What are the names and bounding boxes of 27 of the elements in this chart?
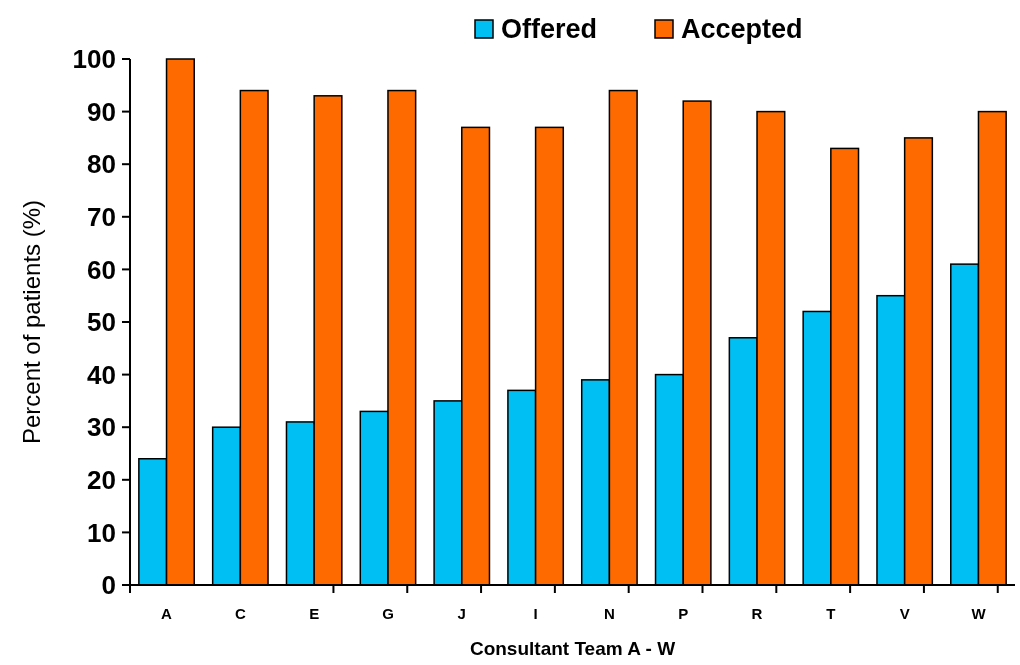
y-tick-label: 40 xyxy=(87,359,116,390)
x-tick-label: V xyxy=(899,605,910,622)
x-tick-label: E xyxy=(309,605,320,622)
x-tick-label: I xyxy=(533,605,538,622)
y-tick-label: 0 xyxy=(101,570,116,601)
x-tick-label: G xyxy=(382,605,394,622)
x-axis-title: Consultant Team A - W xyxy=(469,638,676,659)
y-tick-label: 100 xyxy=(72,44,116,75)
x-tick-label: J xyxy=(457,605,466,622)
y-tick-label: 50 xyxy=(87,307,116,338)
legend-label: Accepted xyxy=(681,13,803,44)
y-tick-label: 90 xyxy=(87,96,116,127)
x-tick-label: P xyxy=(678,605,689,622)
y-axis-title: Percent of patients (%) xyxy=(18,199,45,445)
x-tick-label: T xyxy=(826,605,836,622)
x-tick-label: A xyxy=(161,605,173,622)
x-tick-label: R xyxy=(751,605,763,622)
legend-label: Offered xyxy=(501,13,598,44)
y-tick-label: 10 xyxy=(87,517,116,548)
x-tick-label: N xyxy=(603,605,615,622)
y-tick-label: 80 xyxy=(87,149,116,180)
x-tick-label: C xyxy=(234,605,246,622)
y-tick-label: 30 xyxy=(87,412,116,443)
y-tick-label: 20 xyxy=(87,464,116,495)
y-tick-label: 70 xyxy=(87,201,116,232)
y-tick-label: 60 xyxy=(87,254,116,285)
x-tick-label: W xyxy=(971,605,987,622)
